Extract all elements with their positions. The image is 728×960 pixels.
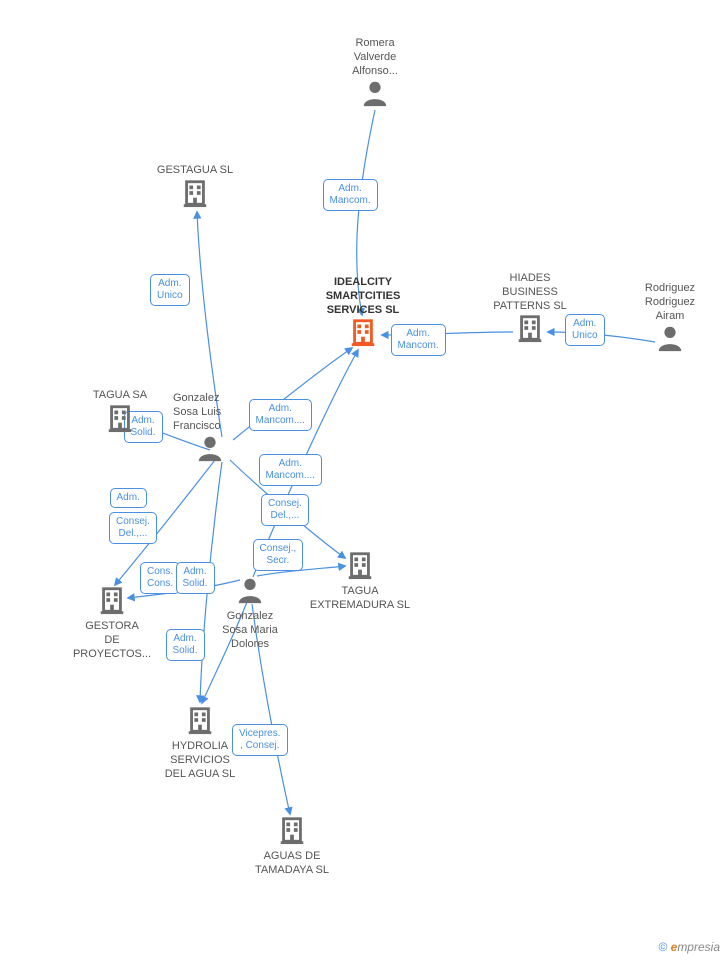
edge-label: Consej., Secr.: [253, 539, 304, 571]
person-icon: [320, 78, 430, 113]
node-label: HIADES BUSINESS PATTERNS SL: [475, 272, 585, 313]
node-idealcity[interactable]: IDEALCITY SMARTCITIES SERVICES SL: [308, 276, 418, 352]
node-label: HYDROLIA SERVICIOS DEL AGUA SL: [145, 740, 255, 781]
person-icon: [615, 323, 725, 358]
node-label: Rodriguez Rodriguez Airam: [615, 282, 725, 323]
node-rrairam[interactable]: Rodriguez Rodriguez Airam: [615, 282, 725, 358]
node-gestora[interactable]: GESTORA DE PROYECTOS...: [57, 585, 167, 661]
building-icon: [515, 313, 545, 343]
building-icon: [105, 403, 135, 433]
building-icon: [57, 585, 167, 620]
node-gluis[interactable]: Gonzalez Sosa Luis Francisco: [155, 392, 265, 468]
node-label: GESTORA DE PROYECTOS...: [57, 620, 167, 661]
node-romera[interactable]: Romera Valverde Alfonso...: [320, 37, 430, 113]
diagram-canvas: Adm. Mancom.Adm. UnicoAdm. Mancom.Adm. U…: [0, 0, 728, 960]
brand-rest: mpresia: [677, 940, 720, 954]
person-icon: [195, 433, 225, 463]
person-icon: [655, 323, 685, 353]
edge-label: Adm. Unico: [150, 274, 190, 306]
node-taguaext[interactable]: TAGUA EXTREMADURA SL: [305, 550, 415, 613]
person-icon: [195, 575, 305, 610]
building-icon: [308, 317, 418, 352]
building-icon: [185, 705, 215, 735]
building-icon: [140, 178, 250, 213]
copyright-symbol: ©: [658, 940, 667, 954]
node-label: Gonzalez Sosa Luis Francisco: [173, 392, 265, 433]
edge-label: Consej. Del.,...: [261, 494, 309, 526]
edge-label: Adm. Mancom....: [259, 454, 322, 486]
person-icon: [235, 575, 265, 605]
building-icon: [145, 705, 255, 740]
building-icon: [345, 550, 375, 580]
building-icon: [348, 317, 378, 347]
node-hydrolia[interactable]: HYDROLIA SERVICIOS DEL AGUA SL: [145, 705, 255, 781]
edge-label: Adm.: [110, 488, 147, 508]
person-icon: [360, 78, 390, 108]
node-label: IDEALCITY SMARTCITIES SERVICES SL: [308, 276, 418, 317]
node-hiades[interactable]: HIADES BUSINESS PATTERNS SL: [475, 272, 585, 348]
node-label: GESTAGUA SL: [140, 164, 250, 178]
node-gestagua[interactable]: GESTAGUA SL: [140, 164, 250, 213]
edge-label: Adm. Mancom.: [323, 179, 378, 211]
node-aguas[interactable]: AGUAS DE TAMADAYA SL: [237, 815, 347, 878]
footer-credit: © empresia: [658, 940, 720, 954]
building-icon: [305, 550, 415, 585]
node-label: AGUAS DE TAMADAYA SL: [237, 850, 347, 878]
building-icon: [180, 178, 210, 208]
building-icon: [277, 815, 307, 845]
node-label: TAGUA EXTREMADURA SL: [305, 585, 415, 613]
node-label: Gonzalez Sosa Maria Dolores: [195, 610, 305, 651]
person-icon: [155, 433, 265, 468]
building-icon: [475, 313, 585, 348]
building-icon: [237, 815, 347, 850]
node-gmaria[interactable]: Gonzalez Sosa Maria Dolores: [195, 575, 305, 651]
edges-layer: [0, 0, 728, 960]
node-label: Romera Valverde Alfonso...: [320, 37, 430, 78]
edge-label: Consej. Del.,...: [109, 512, 157, 544]
building-icon: [97, 585, 127, 615]
